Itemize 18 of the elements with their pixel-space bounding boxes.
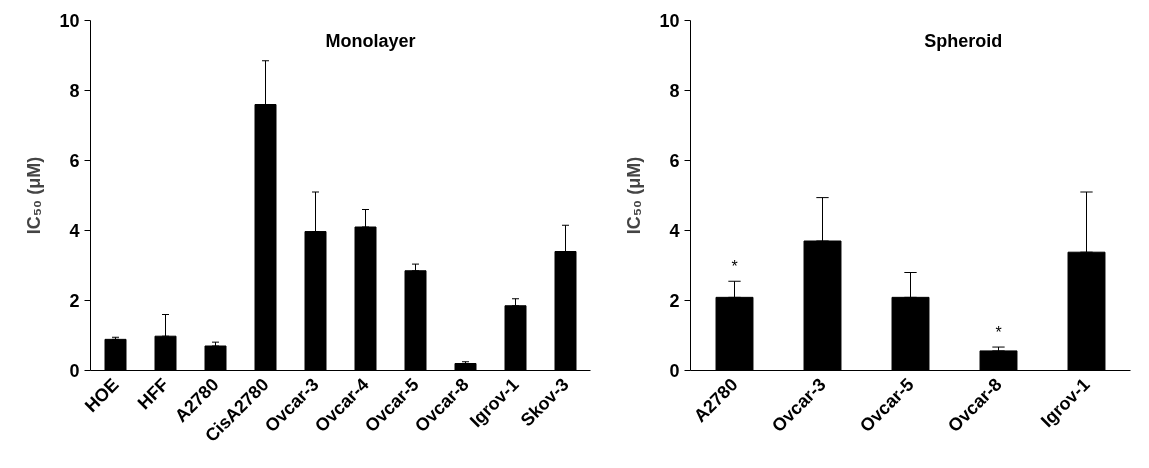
annotation: * xyxy=(995,324,1002,342)
y-axis-title: IC₅₀ (μM) xyxy=(624,156,645,235)
y-tick-label: 2 xyxy=(69,291,80,311)
y-tick-label: 4 xyxy=(669,221,680,241)
y-tick-label: 4 xyxy=(69,221,80,241)
y-tick-label: 2 xyxy=(669,291,680,311)
y-tick-label: 0 xyxy=(669,361,680,381)
y-tick-label: 8 xyxy=(69,81,80,101)
y-axis-title: IC₅₀ (μM) xyxy=(24,156,45,235)
y-tick-label: 10 xyxy=(59,11,80,31)
annotation: * xyxy=(731,258,738,276)
text: Monolayer xyxy=(325,30,416,51)
y-tick-label: 10 xyxy=(659,11,680,31)
y-tick-label: 6 xyxy=(669,151,680,171)
y-tick-label: 6 xyxy=(69,151,80,171)
text: Spheroid xyxy=(924,30,1003,51)
y-tick-label: 8 xyxy=(669,81,680,101)
y-tick-label: 0 xyxy=(69,361,80,381)
